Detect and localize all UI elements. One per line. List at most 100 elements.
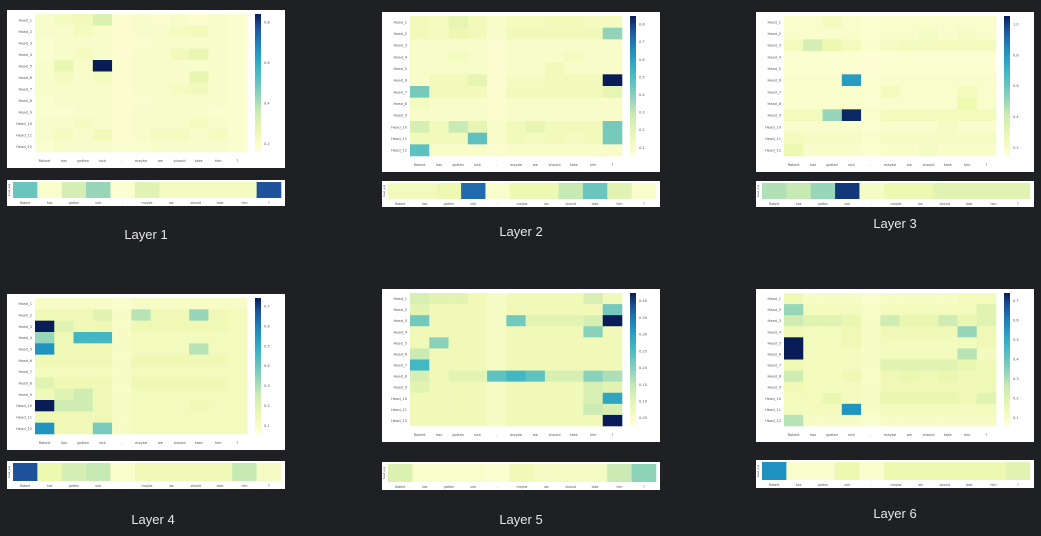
heatmap-cell [602,315,623,327]
head-tick-label: Head_2 [394,308,407,312]
heatmap-cell [803,74,823,87]
heatmap-cell [92,140,113,153]
heatmap-cell [841,392,862,405]
heatmap-cell [208,48,229,61]
strip-token-label: . [497,202,498,206]
heatmap-cell [880,381,900,394]
heatmap-cell [822,51,843,63]
token-tick-label: sick [848,163,856,167]
heatmap-cell [784,370,804,382]
heatmap-cell [506,403,526,416]
average-cell [908,462,933,480]
heatmap-cell [506,414,526,427]
colorbar-tick-label: 0.3 [639,111,645,115]
heatmap-cell [822,326,843,338]
heatmap-cell [73,332,94,344]
token-tick-label: . [121,159,122,163]
head-tick-label: Head_10 [391,125,407,129]
heatmap-cell [602,403,623,416]
heatmap-cell [448,359,469,371]
heatmap-cell [899,86,920,98]
heatmap-cell [131,388,151,401]
heatmap-cell [169,14,190,26]
strip-token-label: Robert [769,483,780,487]
token-tick-label: take [944,433,953,437]
heatmap-cell [487,392,507,405]
average-cell [485,183,511,199]
heatmap-cell [602,381,623,394]
heatmap-cell [976,315,997,327]
heatmap-cell [506,293,526,305]
heatmap-cell [150,25,171,38]
heatmap-cell [602,337,623,349]
colorbar-tick-label: 0.3 [1013,377,1019,381]
heatmap-cell [54,332,74,344]
heatmap-cell [938,370,958,382]
heatmap-cell [938,62,958,75]
heatmap-cell [429,348,449,360]
heatmap-cell [487,337,507,349]
layer-2-caption: Layer 2 [499,224,543,239]
heatmap-cell [227,37,248,49]
heatmap-cell [208,129,229,141]
heatmap-cell [73,117,94,130]
heatmap-cell [73,366,94,378]
average-cell [207,182,233,198]
heatmap-cell [544,370,565,382]
heatmap-cell [976,62,997,75]
heatmap-cell [564,414,584,427]
heatmap-cell [487,121,507,133]
heatmap-cell [976,370,997,382]
heatmap-cell [448,326,469,338]
heatmap-cell [602,39,623,52]
heatmap-cell [841,403,862,416]
heatmap-cell [54,388,74,401]
token-tick-label: . [121,441,122,445]
heatmap-cell [208,320,229,333]
average-cell [232,182,257,198]
heatmap-cell [803,27,823,40]
heatmap-cell [861,51,881,63]
layer-6-heatmap-card: Head_1 Head_2 Head_3 Head_4 Head_5 Head_6 Head… [756,289,1034,442]
head-tick-label: Head_1 [394,20,407,24]
heatmap-cell [487,62,507,75]
heatmap-cell [150,354,171,367]
head-tick-label: Head_7 [768,90,781,94]
heatmap-cell [487,315,507,327]
heatmap-cell [841,144,862,157]
heatmap-cell [467,51,488,63]
heatmap-cell [784,27,804,40]
average-cell [1005,183,1031,199]
layer-1-heatmap-card: Head_1 Head_2 Head_3 Head_4 Head_5 Head_6 Head… [7,10,285,168]
heatmap-cell [918,109,939,122]
heatmap-cell [841,304,862,316]
heatmap-cell [976,348,997,360]
token-tick-label: ? [236,159,238,163]
average-cell [256,463,282,481]
head-tick-label: Head_10 [16,404,32,408]
strip-axis-label: head_avg [7,183,11,196]
heatmap-cell [112,298,132,310]
heatmap-cell [918,132,939,145]
heatmap-cell [410,414,430,427]
heatmap-cell [410,370,430,382]
heatmap-cell [544,392,565,405]
heatmap-cell [784,392,804,405]
heatmap-cell [429,370,449,382]
heatmap-cell [841,121,862,133]
average-cell [908,183,933,199]
heatmap-cell [112,106,132,118]
token-tick-label: gotten [77,441,89,445]
heatmap-cell [150,366,171,378]
heatmap-cell [35,83,55,95]
heatmap-cell [227,354,248,367]
head-tick-label: Head_12 [765,419,781,423]
heatmap-cell [880,326,900,338]
strip-token-label: him [616,485,622,489]
strip-token-label: ? [268,484,270,488]
average-cell [607,183,632,199]
token-tick-label: ? [611,433,613,437]
heatmap-cell [131,71,151,84]
heatmap-cell [467,16,488,28]
heatmap-cell [803,293,823,305]
